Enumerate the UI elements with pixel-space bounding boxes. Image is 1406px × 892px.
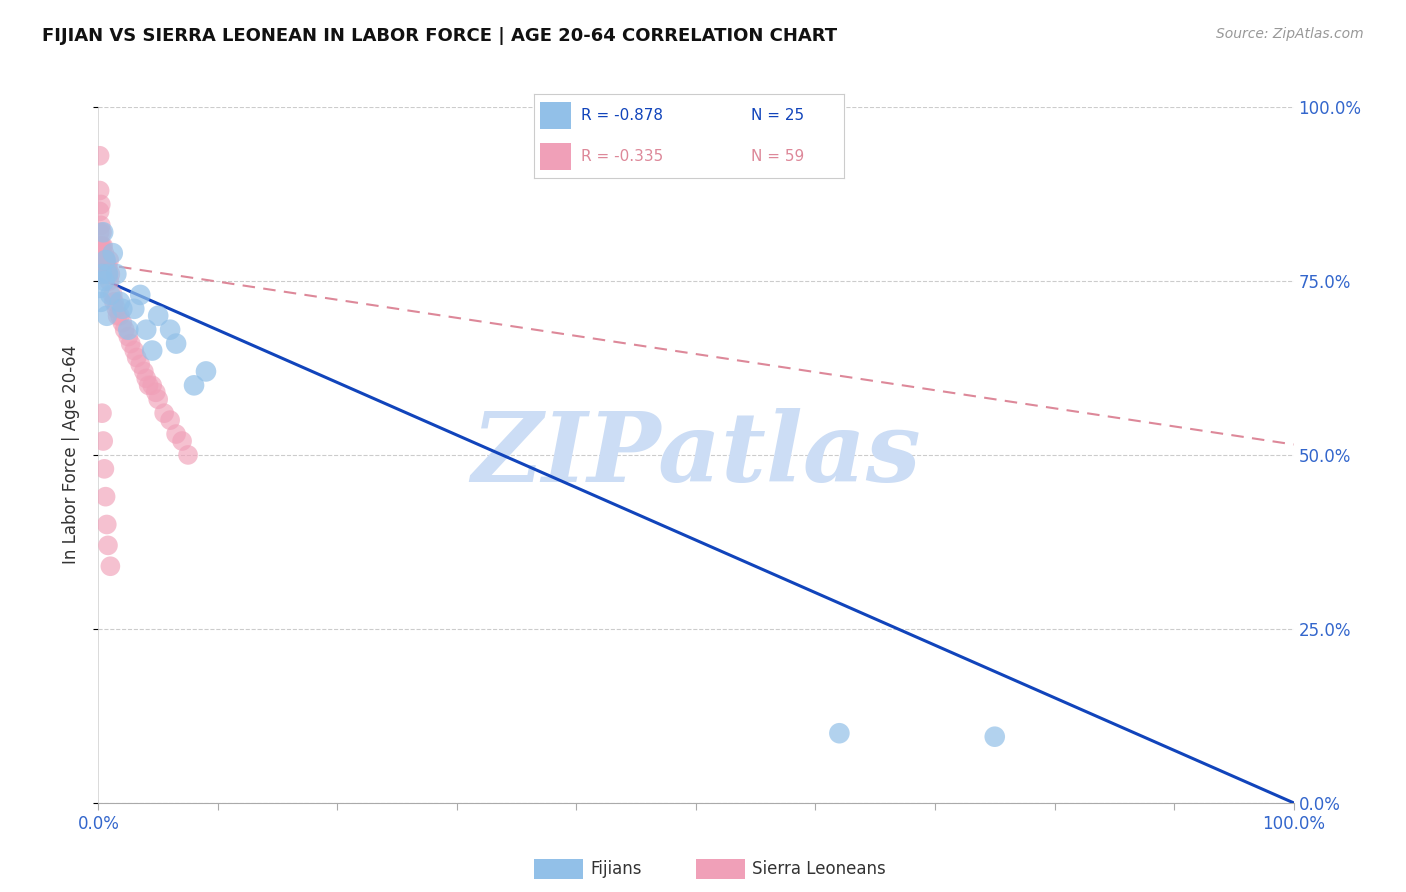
Point	[828, 726, 851, 740]
Point	[98, 559, 122, 574]
Text: Source: ZipAtlas.com: Source: ZipAtlas.com	[1216, 27, 1364, 41]
Point	[93, 462, 115, 476]
Point	[91, 267, 114, 281]
Text: ZIPatlas: ZIPatlas	[471, 408, 921, 502]
Point	[96, 260, 118, 274]
FancyBboxPatch shape	[540, 143, 571, 169]
Point	[91, 253, 114, 268]
Point	[177, 448, 200, 462]
Point	[91, 239, 114, 253]
Point	[90, 253, 112, 268]
Point	[141, 378, 163, 392]
Point	[94, 253, 117, 268]
Point	[148, 309, 170, 323]
Point	[89, 225, 111, 239]
Point	[111, 316, 134, 330]
Point	[97, 267, 120, 281]
Point	[105, 267, 128, 281]
Text: N = 25: N = 25	[751, 108, 804, 123]
Point	[111, 301, 134, 316]
Point	[165, 427, 187, 442]
Point	[183, 378, 205, 392]
Point	[132, 364, 155, 378]
Point	[138, 378, 160, 392]
Point	[91, 225, 114, 239]
Point	[97, 538, 120, 552]
Point	[107, 309, 129, 323]
Point	[98, 274, 121, 288]
Point	[89, 184, 111, 198]
Point	[129, 358, 152, 372]
Point	[101, 246, 124, 260]
Point	[90, 197, 112, 211]
Point	[93, 274, 115, 288]
Point	[93, 260, 115, 274]
Point	[172, 434, 194, 448]
Point	[103, 294, 125, 309]
Point	[94, 267, 117, 281]
Point	[98, 288, 122, 302]
FancyBboxPatch shape	[540, 103, 571, 129]
Point	[91, 239, 114, 253]
Point	[91, 253, 114, 268]
Point	[91, 406, 114, 420]
Point	[101, 288, 124, 302]
Point	[159, 323, 181, 337]
Point	[89, 149, 111, 163]
Point	[153, 406, 176, 420]
Point	[97, 260, 120, 274]
Point	[159, 413, 181, 427]
Point	[93, 246, 115, 260]
Point	[96, 267, 118, 281]
Point	[135, 323, 157, 337]
Point	[145, 385, 167, 400]
Point	[141, 343, 163, 358]
Point	[114, 323, 136, 337]
Point	[90, 294, 112, 309]
Point	[117, 323, 139, 337]
Point	[94, 490, 117, 504]
Point	[129, 288, 152, 302]
Point	[93, 267, 115, 281]
Point	[96, 309, 118, 323]
Point	[124, 301, 146, 316]
Point	[91, 434, 114, 448]
Point	[148, 392, 170, 407]
Point	[91, 267, 114, 281]
Point	[91, 246, 114, 260]
Point	[89, 281, 111, 295]
Point	[89, 239, 111, 253]
Point	[89, 204, 111, 219]
Point	[98, 267, 122, 281]
Point	[117, 329, 139, 343]
Point	[94, 253, 117, 268]
Text: Sierra Leoneans: Sierra Leoneans	[752, 860, 886, 878]
Point	[135, 371, 157, 385]
Y-axis label: In Labor Force | Age 20-64: In Labor Force | Age 20-64	[62, 345, 80, 565]
Point	[91, 260, 114, 274]
Point	[984, 730, 1007, 744]
Point	[90, 219, 112, 233]
Point	[97, 267, 120, 281]
Point	[91, 225, 114, 239]
Text: R = -0.335: R = -0.335	[581, 149, 662, 164]
Point	[194, 364, 218, 378]
Point	[108, 294, 131, 309]
Text: R = -0.878: R = -0.878	[581, 108, 662, 123]
Text: N = 59: N = 59	[751, 149, 804, 164]
Point	[108, 309, 131, 323]
Point	[124, 343, 146, 358]
Point	[90, 239, 112, 253]
Point	[105, 301, 128, 316]
Text: Fijians: Fijians	[591, 860, 643, 878]
Point	[120, 336, 142, 351]
Point	[98, 253, 121, 268]
Text: FIJIAN VS SIERRA LEONEAN IN LABOR FORCE | AGE 20-64 CORRELATION CHART: FIJIAN VS SIERRA LEONEAN IN LABOR FORCE …	[42, 27, 838, 45]
Point	[125, 351, 148, 365]
Point	[165, 336, 187, 351]
Point	[96, 517, 118, 532]
